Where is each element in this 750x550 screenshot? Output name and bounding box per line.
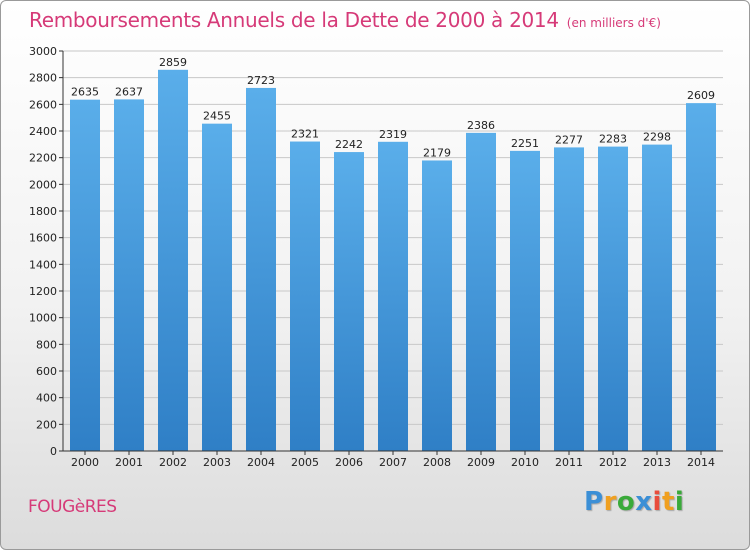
bar-2005	[290, 141, 320, 452]
x-tick-label: 2010	[511, 456, 539, 469]
bar-2009	[466, 132, 496, 451]
data-labels: 2635 2637 2859 2455 2723 2321 2242 2319 2179 2386…	[71, 56, 715, 160]
y-tick-label: 1000	[29, 312, 57, 325]
logo-letter: x	[635, 487, 653, 517]
data-label-2008: 2179	[423, 146, 451, 159]
logo-letter: P	[584, 487, 604, 517]
y-tick-label: 800	[36, 338, 57, 351]
bar-2012	[598, 146, 628, 451]
y-tick-label: 2600	[29, 98, 57, 111]
chart-title-text: Remboursements Annuels de la Dette de 20…	[29, 8, 559, 32]
bar-2000	[70, 99, 100, 452]
bar-2001	[114, 99, 144, 452]
bars	[70, 69, 716, 452]
y-tick-label: 1800	[29, 205, 57, 218]
y-tick-label: 3000	[29, 45, 57, 58]
bar-2002	[158, 69, 188, 452]
x-tick-label: 2012	[599, 456, 627, 469]
y-tick-label: 1600	[29, 232, 57, 245]
y-tick-label: 2400	[29, 125, 57, 138]
logo-letter: r	[603, 487, 617, 517]
bar-2008	[422, 160, 452, 451]
chart-title: Remboursements Annuels de la Dette de 20…	[29, 8, 661, 32]
x-tick-label: 2008	[423, 456, 451, 469]
data-label-2005: 2321	[291, 128, 319, 141]
bar-2010	[510, 150, 540, 451]
data-label-2006: 2242	[335, 138, 363, 151]
data-label-2010: 2251	[511, 137, 539, 150]
y-tick-label: 1400	[29, 258, 57, 271]
x-tick-label: 2005	[291, 456, 319, 469]
proxiti-logo: Proxiti	[584, 487, 684, 517]
y-tick-label: 2200	[29, 152, 57, 165]
x-tick-label: 2002	[159, 456, 187, 469]
logo-letter: i	[652, 487, 662, 517]
bar-2007	[378, 141, 408, 452]
y-tick-labels: 0 200 400 600 800 1000 1200 1400 1600 1800 2000 220…	[29, 45, 57, 458]
x-tick-label: 2001	[115, 456, 143, 469]
x-tick-labels: 2000 2001 2002 2003 2004 2005 2006 2007 2008 2009…	[71, 456, 715, 469]
x-tick-label: 2009	[467, 456, 495, 469]
bar-2014	[686, 103, 716, 451]
data-label-2013: 2298	[643, 131, 671, 144]
logo-letter: t	[661, 487, 675, 517]
x-tick-label: 2007	[379, 456, 407, 469]
data-label-2000: 2635	[71, 86, 99, 99]
x-tick-label: 2006	[335, 456, 363, 469]
y-tick-label: 2800	[29, 72, 57, 85]
x-tick-label: 2003	[203, 456, 231, 469]
bar-2004	[246, 87, 276, 451]
x-tick-label: 2013	[643, 456, 671, 469]
logo-letter: o	[616, 487, 636, 517]
data-label-2007: 2319	[379, 128, 407, 141]
x-tick-label: 2000	[71, 456, 99, 469]
x-tick-label: 2004	[247, 456, 275, 469]
y-tick-label: 200	[36, 418, 57, 431]
data-label-2009: 2386	[467, 119, 495, 132]
logo-letter: i	[674, 487, 685, 517]
bar-2013	[642, 144, 672, 451]
chart-subtitle: (en milliers d'€)	[566, 16, 661, 30]
y-tick-label: 0	[50, 445, 57, 458]
data-label-2003: 2455	[203, 110, 231, 123]
x-tick-label: 2011	[555, 456, 583, 469]
location-name: FOUGèRES	[28, 497, 117, 517]
x-tick-label: 2014	[687, 456, 715, 469]
y-tick-label: 600	[36, 365, 57, 378]
bar-2011	[554, 147, 584, 451]
axes	[59, 50, 723, 455]
data-label-2002: 2859	[159, 56, 187, 69]
y-tick-label: 400	[36, 392, 57, 405]
y-tick-label: 2000	[29, 178, 57, 191]
data-label-2001: 2637	[115, 85, 143, 98]
data-label-2014: 2609	[687, 89, 715, 102]
data-label-2012: 2283	[599, 133, 627, 146]
bar-2003	[202, 123, 232, 452]
bar-2006	[334, 152, 364, 452]
y-tick-label: 1200	[29, 285, 57, 298]
data-label-2004: 2723	[247, 74, 275, 87]
data-label-2011: 2277	[555, 133, 583, 146]
